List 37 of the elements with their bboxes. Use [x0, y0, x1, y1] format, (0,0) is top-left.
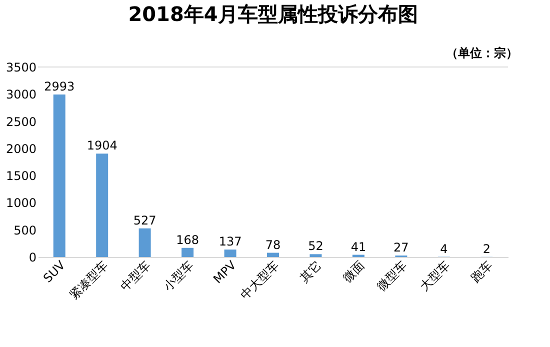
x-tick-label: 微面 — [340, 258, 367, 285]
bar — [182, 248, 194, 257]
data-label: 4 — [440, 242, 448, 256]
bar — [267, 252, 279, 257]
x-tick-label: 中大型车 — [238, 258, 282, 302]
y-tick-label: 0 — [28, 250, 36, 264]
x-tick-label: 跑车 — [468, 258, 496, 285]
chart-title: 2018年4月车型属性投诉分布图 — [128, 2, 418, 26]
data-label: 52 — [308, 239, 324, 254]
data-label: 78 — [265, 238, 281, 252]
data-label: 1904 — [86, 138, 118, 153]
x-tick-label: 大型车 — [417, 258, 452, 294]
x-tick-label: 其它 — [297, 258, 324, 285]
text: （单位：宗） — [446, 46, 518, 60]
data-label: 2 — [482, 242, 490, 256]
data-label: 137 — [218, 234, 242, 249]
y-tick-label: 1000 — [6, 196, 36, 210]
y-tick-label: 2500 — [6, 114, 36, 129]
data-label: 41 — [350, 240, 366, 254]
x-tick-label: 小型车 — [160, 258, 196, 294]
data-label: 27 — [394, 240, 409, 255]
bar — [138, 228, 151, 257]
y-tick-label: 2000 — [6, 142, 36, 156]
bar — [96, 154, 108, 257]
data-label: 527 — [133, 213, 156, 228]
x-tick-label: 紧凑型车 — [66, 258, 111, 302]
y-tick-label: 3000 — [6, 88, 36, 102]
bar — [224, 250, 236, 257]
bar — [53, 94, 66, 257]
x-tick-label: 中型车 — [118, 258, 154, 294]
bar — [310, 254, 322, 257]
data-label: 168 — [176, 232, 199, 247]
x-tick-label: 微型车 — [374, 258, 410, 294]
y-tick-label: 500 — [14, 223, 36, 238]
y-tick-label: 3500 — [6, 60, 36, 74]
y-tick-label: 1500 — [6, 169, 36, 184]
data-label: 2993 — [44, 80, 75, 94]
